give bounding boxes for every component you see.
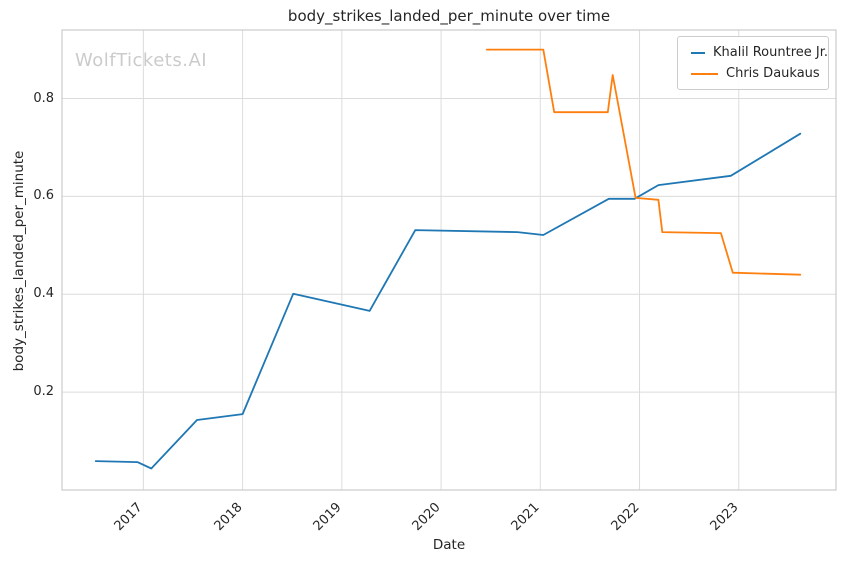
legend-label: Chris Daukaus [726,66,820,81]
y-tick-label: 0.8 [33,90,54,106]
legend-line-swatch [691,72,718,75]
watermark: WolfTickets.AI [75,50,208,71]
legend: Khalil Rountree Jr. Chris Daukaus [677,36,829,90]
legend-line-swatch [691,51,706,54]
y-axis-label: body_strikes_landed_per_minute [11,150,27,372]
y-tick-label: 0.6 [33,188,54,204]
chart-title: body_strikes_landed_per_minute over time [287,7,611,25]
y-tick-label: 0.2 [33,384,54,400]
y-tick-label: 0.4 [33,286,54,302]
plot-border [61,29,837,491]
series-line-chris-daukaus [485,48,802,276]
series-line-khalil-rountree-jr [94,132,802,470]
legend-label: Khalil Rountree Jr. [713,45,828,60]
legend-item: Khalil Rountree Jr. [678,42,828,63]
x-axis-label: Date [432,537,466,553]
legend-item: Chris Daukaus [678,63,828,84]
